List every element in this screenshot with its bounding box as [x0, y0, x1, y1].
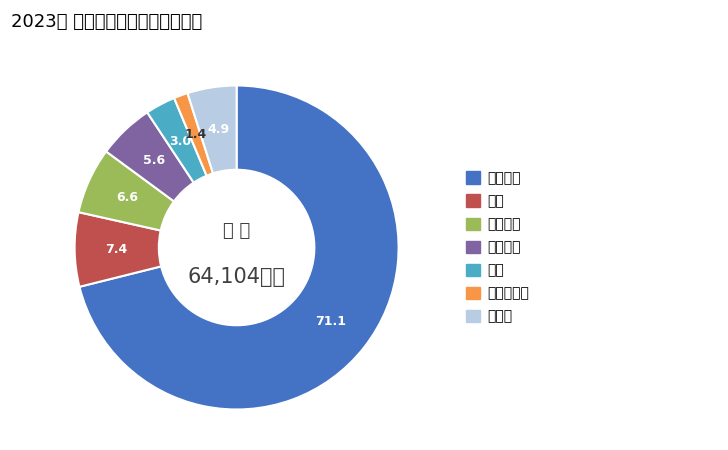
Text: 5.6: 5.6: [143, 154, 165, 167]
Text: 6.6: 6.6: [116, 191, 138, 204]
Text: 71.1: 71.1: [316, 315, 347, 328]
Wedge shape: [79, 86, 399, 410]
Wedge shape: [147, 98, 207, 183]
Text: 3.0: 3.0: [169, 135, 191, 148]
Text: 総 額: 総 額: [223, 222, 250, 240]
Wedge shape: [74, 212, 161, 287]
Text: 4.9: 4.9: [207, 122, 229, 135]
Text: 2023年 輸出相手国のシェア（％）: 2023年 輸出相手国のシェア（％）: [11, 14, 202, 32]
Legend: イタリア, 中国, フランス, ベトナム, 米国, ルーマニア, その他: イタリア, 中国, フランス, ベトナム, 米国, ルーマニア, その他: [467, 171, 529, 324]
Text: 1.4: 1.4: [184, 128, 207, 141]
Text: 64,104万円: 64,104万円: [188, 267, 285, 287]
Wedge shape: [174, 93, 213, 176]
Text: 7.4: 7.4: [106, 243, 128, 256]
Wedge shape: [188, 86, 237, 173]
Wedge shape: [106, 112, 194, 202]
Wedge shape: [79, 152, 174, 230]
